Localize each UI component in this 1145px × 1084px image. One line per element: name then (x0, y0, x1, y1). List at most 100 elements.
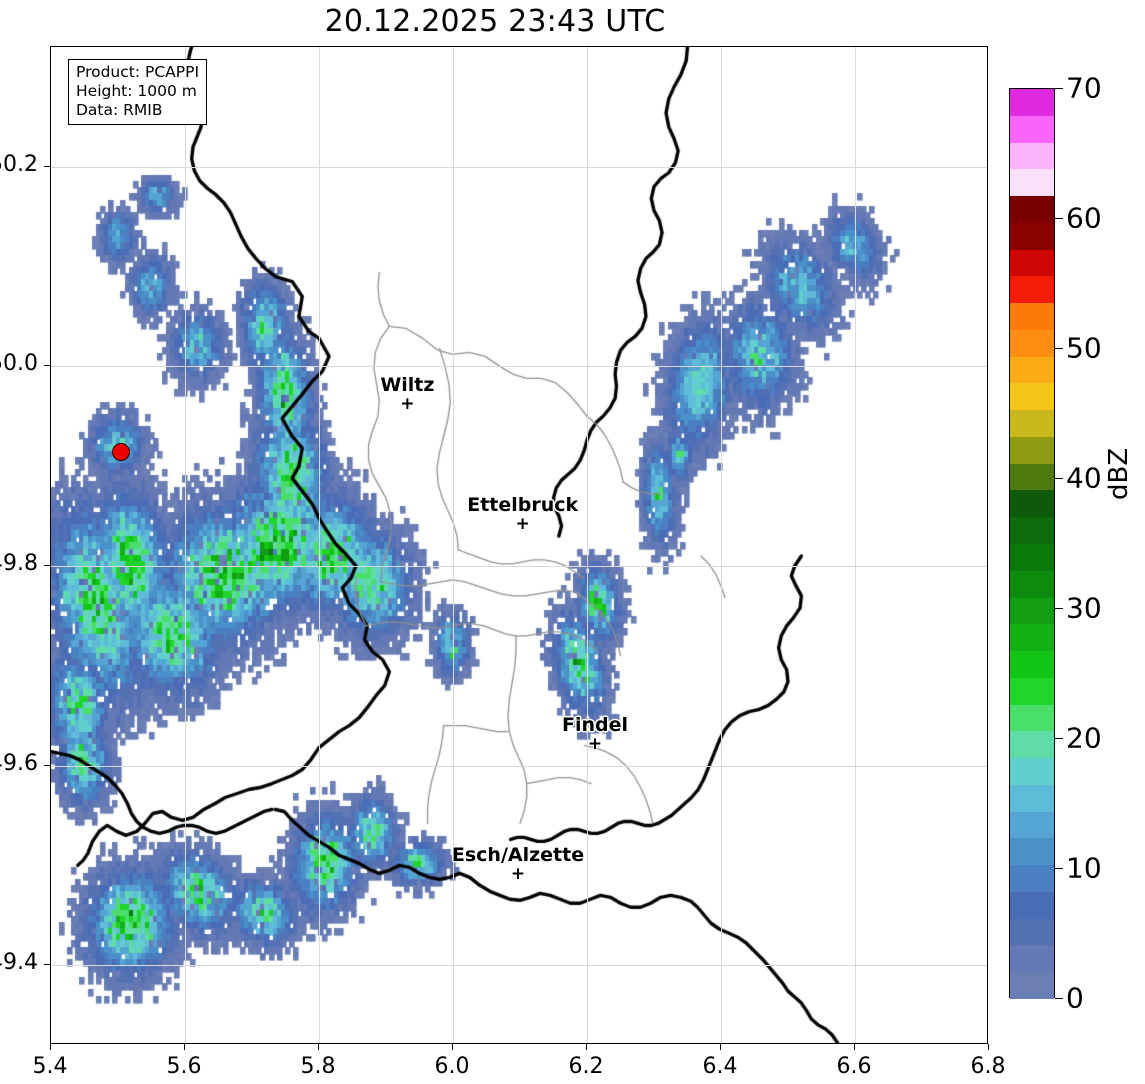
colorbar-tick-label: 0 (1066, 981, 1084, 1015)
colorbar-band (1010, 651, 1054, 678)
x-axis-tick-label: 6.2 (568, 1054, 604, 1079)
map-plot-area[interactable]: Wiltz + Ettelbruck + Findel + Esch/Alzette + Pr… (50, 46, 988, 1044)
colorbar-band (1010, 544, 1054, 571)
y-axis-tick-label: 49.8 (0, 550, 38, 576)
colorbar-band (1010, 838, 1054, 866)
city-cross-icon: + (510, 864, 526, 885)
gridline-vertical (453, 47, 454, 1043)
colorbar-tick-label: 40 (1066, 461, 1102, 495)
city-label: Findel (561, 713, 629, 736)
colorbar-tick (1055, 998, 1063, 1000)
colorbar-band (1010, 249, 1054, 277)
info-product: Product: PCAPPI (76, 63, 200, 81)
colorbar-band (1010, 865, 1054, 892)
x-axis-tick (318, 1044, 319, 1050)
gridline-horizontal (51, 166, 987, 168)
x-axis-tick (854, 1044, 855, 1050)
y-axis-tick (44, 764, 50, 766)
city-label: Wiltz (380, 374, 435, 397)
colorbar-tick (1055, 478, 1063, 480)
city-marker-findel[interactable]: Findel + (561, 713, 629, 754)
y-axis-tick-label: 50.0 (0, 351, 38, 377)
colorbar-band (1010, 704, 1054, 732)
gridline-vertical (587, 47, 588, 1043)
gridline-horizontal (51, 566, 987, 567)
x-axis-tick (586, 1044, 587, 1050)
x-axis-tick-label: 6.4 (702, 1054, 738, 1079)
colorbar-title: dBZ (1104, 447, 1134, 500)
colorbar[interactable] (1009, 88, 1055, 999)
x-axis-tick-label: 5.8 (300, 1054, 336, 1079)
colorbar-tick-label: 10 (1066, 851, 1102, 885)
geography-border-layer (51, 47, 987, 1043)
x-axis-tick-label: 5.4 (32, 1054, 68, 1079)
x-axis-tick-label: 6.8 (970, 1054, 1006, 1079)
city-label: Ettelbruck (467, 494, 579, 517)
colorbar-tick (1055, 868, 1063, 870)
colorbar-band (1010, 276, 1054, 304)
colorbar-band (1010, 891, 1054, 919)
colorbar-band (1010, 89, 1054, 116)
colorbar-tick (1055, 88, 1063, 90)
gridline-vertical (721, 47, 722, 1043)
city-marker-esch-alzette[interactable]: Esch/Alzette + (451, 844, 585, 885)
colorbar-band (1010, 811, 1054, 839)
y-axis-tick (44, 564, 50, 566)
colorbar-band (1010, 624, 1054, 652)
y-axis-tick (44, 964, 50, 966)
city-label: Esch/Alzette (451, 844, 585, 867)
colorbar-tick-label: 60 (1066, 201, 1102, 235)
colorbar-band (1010, 490, 1054, 518)
colorbar-band (1010, 918, 1054, 946)
y-axis-tick (44, 165, 50, 167)
colorbar-band (1010, 945, 1054, 973)
colorbar-band (1010, 597, 1054, 625)
y-axis-tick-label: 50.2 (0, 151, 38, 177)
x-axis-tick-label: 5.6 (166, 1054, 202, 1079)
colorbar-band (1010, 115, 1054, 143)
x-axis-tick-label: 6.0 (434, 1054, 470, 1079)
city-marker-wiltz[interactable]: Wiltz + (380, 374, 435, 415)
gridline-horizontal (51, 765, 987, 767)
colorbar-tick-label: 20 (1066, 721, 1102, 755)
colorbar-band (1010, 463, 1054, 491)
colorbar-band (1010, 436, 1054, 464)
gridline-horizontal (51, 965, 987, 967)
colorbar-band (1010, 356, 1054, 384)
colorbar-band (1010, 758, 1054, 785)
city-cross-icon: + (400, 394, 415, 415)
colorbar-tick (1055, 738, 1063, 740)
colorbar-band (1010, 784, 1054, 812)
city-marker-ettelbruck[interactable]: Ettelbruck + (467, 494, 579, 533)
gridline-vertical (185, 47, 186, 1043)
gridline-vertical (855, 47, 856, 1043)
colorbar-band (1010, 142, 1054, 170)
y-axis-tick (44, 365, 50, 367)
info-data: Data: RMIB (76, 100, 163, 119)
colorbar-band (1010, 517, 1054, 544)
page-title: 20.12.2025 23:43 UTC (324, 4, 666, 39)
gridline-vertical (319, 47, 320, 1043)
colorbar-band (1010, 329, 1054, 357)
y-axis-tick-label: 49.4 (0, 950, 38, 976)
colorbar-band (1010, 169, 1054, 197)
colorbar-band (1010, 222, 1054, 250)
colorbar-band (1010, 972, 1054, 999)
info-height: Height: 1000 m (76, 81, 197, 100)
colorbar-band (1010, 383, 1054, 411)
colorbar-tick (1055, 608, 1063, 610)
map-canvas-container: Wiltz + Ettelbruck + Findel + Esch/Alzette + (51, 47, 987, 1043)
colorbar-tick (1055, 348, 1063, 350)
radar-site-marker[interactable] (112, 443, 131, 462)
product-info-box: Product: PCAPPI Height: 1000 m Data: RMI… (68, 59, 208, 125)
colorbar-gradient (1009, 88, 1055, 999)
x-axis-tick-label: 6.6 (836, 1054, 872, 1079)
colorbar-tick-label: 30 (1066, 591, 1102, 625)
x-axis-tick (452, 1044, 453, 1050)
colorbar-band (1010, 410, 1054, 437)
x-axis-tick (720, 1044, 721, 1050)
colorbar-tick (1055, 218, 1063, 220)
city-cross-icon: + (587, 733, 603, 754)
colorbar-tick-label: 50 (1066, 331, 1102, 365)
